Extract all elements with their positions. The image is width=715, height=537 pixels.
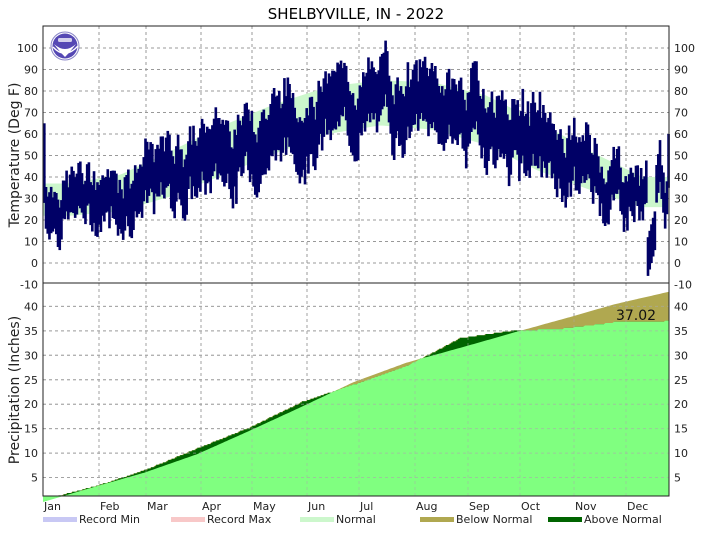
svg-text:100: 100 bbox=[674, 42, 695, 55]
observed-precipitation-area bbox=[43, 320, 669, 502]
svg-text:30: 30 bbox=[674, 349, 688, 362]
svg-text:10: 10 bbox=[674, 447, 688, 460]
svg-text:100: 100 bbox=[17, 42, 38, 55]
legend-item-record-max: Record Max bbox=[171, 513, 272, 526]
svg-text:5: 5 bbox=[674, 472, 681, 485]
observed-temperature-bars bbox=[43, 40, 670, 276]
svg-text:10: 10 bbox=[24, 236, 38, 249]
temperature-axis-label: Temperature (Deg F) bbox=[7, 83, 23, 229]
legend-item-below-normal: Below Normal bbox=[420, 513, 532, 526]
chart-title: SHELBYVILLE, IN - 2022 bbox=[268, 5, 444, 23]
precipitation-axis-label: Precipitation (Inches) bbox=[7, 316, 23, 464]
legend-item-record-min: Record Min bbox=[43, 513, 140, 526]
svg-text:Dec: Dec bbox=[627, 500, 648, 513]
svg-text:15: 15 bbox=[674, 423, 688, 436]
svg-text:Mar: Mar bbox=[147, 500, 168, 513]
chart-legend: Record Min Record Max Normal Below Normal Ab… bbox=[43, 513, 662, 526]
svg-text:80: 80 bbox=[674, 85, 688, 98]
svg-text:Nov: Nov bbox=[575, 500, 597, 513]
svg-text:60: 60 bbox=[674, 128, 688, 141]
svg-text:35: 35 bbox=[674, 325, 688, 338]
svg-text:Oct: Oct bbox=[521, 500, 541, 513]
svg-text:10: 10 bbox=[24, 447, 38, 460]
svg-text:70: 70 bbox=[674, 107, 688, 120]
svg-text:-10: -10 bbox=[20, 279, 38, 292]
svg-text:Jul: Jul bbox=[359, 500, 373, 513]
svg-text:30: 30 bbox=[24, 193, 38, 206]
svg-text:Jan: Jan bbox=[43, 500, 61, 513]
precipitation-gridlines-overlay bbox=[43, 283, 669, 496]
svg-text:Record Max: Record Max bbox=[207, 513, 272, 526]
legend-item-normal: Normal bbox=[300, 513, 376, 526]
svg-text:Apr: Apr bbox=[202, 500, 222, 513]
svg-text:0: 0 bbox=[31, 257, 38, 270]
svg-text:90: 90 bbox=[24, 64, 38, 77]
svg-text:30: 30 bbox=[24, 349, 38, 362]
svg-text:May: May bbox=[253, 500, 276, 513]
svg-text:0: 0 bbox=[674, 257, 681, 270]
svg-text:35: 35 bbox=[24, 325, 38, 338]
svg-text:60: 60 bbox=[24, 128, 38, 141]
svg-text:Aug: Aug bbox=[416, 500, 437, 513]
svg-text:20: 20 bbox=[24, 214, 38, 227]
svg-text:-10: -10 bbox=[674, 279, 692, 292]
svg-text:Record Min: Record Min bbox=[79, 513, 140, 526]
svg-text:5: 5 bbox=[31, 472, 38, 485]
svg-text:40: 40 bbox=[24, 300, 38, 313]
svg-text:30: 30 bbox=[674, 193, 688, 206]
svg-text:20: 20 bbox=[24, 398, 38, 411]
svg-text:40: 40 bbox=[24, 171, 38, 184]
svg-text:20: 20 bbox=[674, 214, 688, 227]
svg-text:40: 40 bbox=[674, 300, 688, 313]
svg-text:25: 25 bbox=[24, 374, 38, 387]
svg-text:90: 90 bbox=[674, 64, 688, 77]
svg-text:15: 15 bbox=[24, 423, 38, 436]
legend-item-above-normal: Above Normal bbox=[548, 513, 662, 526]
svg-text:10: 10 bbox=[674, 236, 688, 249]
svg-text:Jun: Jun bbox=[307, 500, 325, 513]
svg-text:80: 80 bbox=[24, 85, 38, 98]
svg-text:50: 50 bbox=[24, 150, 38, 163]
svg-text:Feb: Feb bbox=[100, 500, 119, 513]
temperature-panel bbox=[42, 25, 670, 284]
noaa-logo bbox=[50, 31, 80, 61]
month-axis-labels: Jan Feb Mar Apr May Jun Jul Aug Sep Oct Nov Dec bbox=[43, 500, 648, 513]
svg-text:40: 40 bbox=[674, 171, 688, 184]
svg-text:50: 50 bbox=[674, 150, 688, 163]
svg-text:Above Normal: Above Normal bbox=[584, 513, 662, 526]
precipitation-total-annotation: 37.02 bbox=[616, 308, 656, 324]
svg-text:Sep: Sep bbox=[469, 500, 490, 513]
svg-text:25: 25 bbox=[674, 374, 688, 387]
svg-text:Below Normal: Below Normal bbox=[456, 513, 532, 526]
svg-text:70: 70 bbox=[24, 107, 38, 120]
svg-text:20: 20 bbox=[674, 398, 688, 411]
svg-text:Normal: Normal bbox=[336, 513, 376, 526]
precipitation-panel: 37.02 bbox=[42, 282, 670, 502]
